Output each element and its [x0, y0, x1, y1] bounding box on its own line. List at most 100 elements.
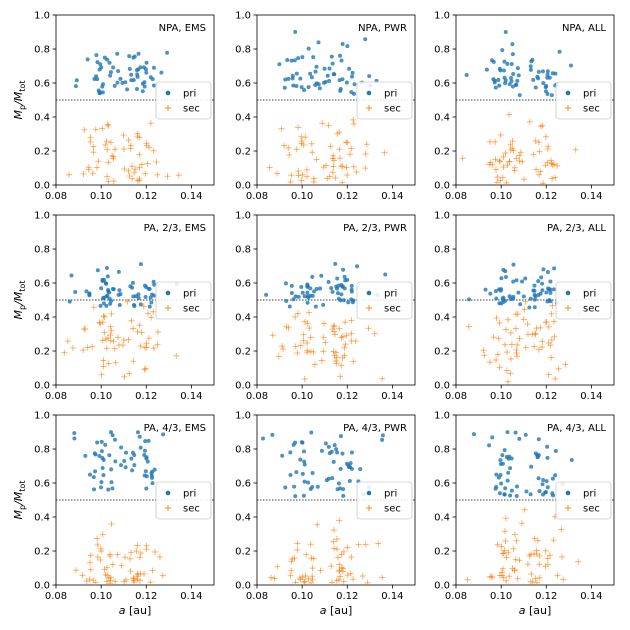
legend-sec-label: sec [384, 504, 401, 515]
pri-point [355, 264, 360, 269]
x-tick-label: 0.08 [445, 591, 467, 602]
pri-point [497, 301, 502, 306]
pri-point [521, 294, 526, 299]
pri-point [502, 492, 507, 497]
pri-point [116, 69, 121, 74]
sec-point [339, 568, 346, 575]
legend-sec-marker [366, 305, 372, 311]
pri-point [344, 80, 349, 85]
legend-box [555, 281, 612, 320]
sec-point [333, 536, 340, 543]
sec-point [526, 118, 533, 125]
pri-point [338, 466, 343, 471]
pri-point [545, 455, 550, 460]
pri-point [515, 66, 520, 71]
sec-point [503, 577, 510, 584]
pri-point [116, 269, 121, 274]
y-tick-label: 0.4 [434, 513, 450, 524]
pri-point [317, 86, 322, 91]
sec-point [307, 541, 314, 548]
sec-point [511, 531, 518, 538]
sec-point [103, 138, 110, 145]
sec-point [150, 147, 157, 154]
pri-point [270, 432, 275, 437]
pri-point [165, 50, 170, 55]
sec-point [280, 346, 287, 353]
y-tick-label: 0.0 [235, 381, 251, 392]
sec-point [296, 575, 303, 582]
sec-point [540, 180, 547, 187]
sec-point [84, 344, 91, 351]
pri-point [299, 85, 304, 90]
pri-point [568, 63, 573, 68]
legend-sec-marker [565, 305, 571, 311]
sec-point [304, 173, 311, 180]
y-axis-label: Mp/Mtot [12, 81, 27, 120]
pri-point [314, 64, 319, 69]
pri-point [363, 37, 368, 42]
y-tick-label: 0.8 [434, 445, 450, 456]
pri-point [127, 66, 132, 71]
sec-point [548, 336, 555, 343]
sec-point [494, 174, 501, 181]
panel-3: 0.08 0.10 0.12 0.14 0.0 0.2 0.4 0.6 0.8 1.0 NPA, A… [434, 11, 615, 202]
pri-point [113, 437, 118, 442]
pri-point [510, 42, 515, 47]
sec-point [142, 365, 149, 372]
panel-title: PA, 2/3, ALL [547, 223, 606, 234]
sec-point [134, 133, 141, 140]
panel-1: 0.08 0.10 0.12 0.14 0.0 0.2 0.4 0.6 0.8 1.0 NPA, E… [12, 11, 215, 202]
sec-point [333, 577, 340, 584]
sec-point [487, 138, 494, 145]
sec-point [150, 308, 157, 315]
pri-point [511, 262, 516, 267]
pri-point [150, 77, 155, 82]
sec-point [524, 561, 531, 568]
sec-point [362, 150, 369, 157]
sec-point [313, 156, 320, 163]
x-tick-label: 0.12 [535, 391, 557, 402]
pri-point [335, 276, 340, 281]
sec-point [330, 163, 337, 170]
sec-point [342, 341, 349, 348]
x-tick-label: 0.08 [445, 191, 467, 202]
pri-point [517, 93, 522, 98]
pri-point [337, 53, 342, 58]
pri-point [484, 67, 489, 72]
pri-point [100, 277, 105, 282]
pri-point [505, 61, 510, 66]
pri-point [69, 273, 74, 278]
pri-point [498, 461, 503, 466]
pri-point [107, 60, 112, 65]
sec-point [300, 337, 307, 344]
x-tick-label: 0.12 [535, 191, 557, 202]
sec-point [130, 575, 137, 582]
pri-point [105, 57, 110, 62]
pri-point [118, 76, 123, 81]
pri-point [144, 456, 149, 461]
pri-point [99, 439, 104, 444]
sec-point [281, 142, 288, 149]
sec-point [333, 360, 340, 367]
pri-point [501, 267, 506, 272]
sec-point [130, 358, 137, 365]
pri-point [536, 279, 541, 284]
sec-point [548, 354, 555, 361]
sec-point [90, 304, 97, 311]
sec-point [107, 337, 114, 344]
pri-point [306, 85, 311, 90]
pri-point [505, 478, 510, 483]
sec-point [320, 164, 327, 171]
y-tick-label: 0.6 [434, 79, 450, 90]
sec-point [334, 546, 341, 553]
pri-point [149, 300, 154, 305]
sec-point [371, 330, 378, 337]
pri-point [261, 436, 266, 441]
legend-sec-marker [565, 505, 571, 511]
sec-point [520, 316, 527, 323]
legend-pri-label: pri [384, 489, 397, 500]
pri-point [308, 71, 313, 76]
sec-point [128, 317, 135, 324]
sec-point [513, 347, 520, 354]
pri-point [101, 296, 106, 301]
